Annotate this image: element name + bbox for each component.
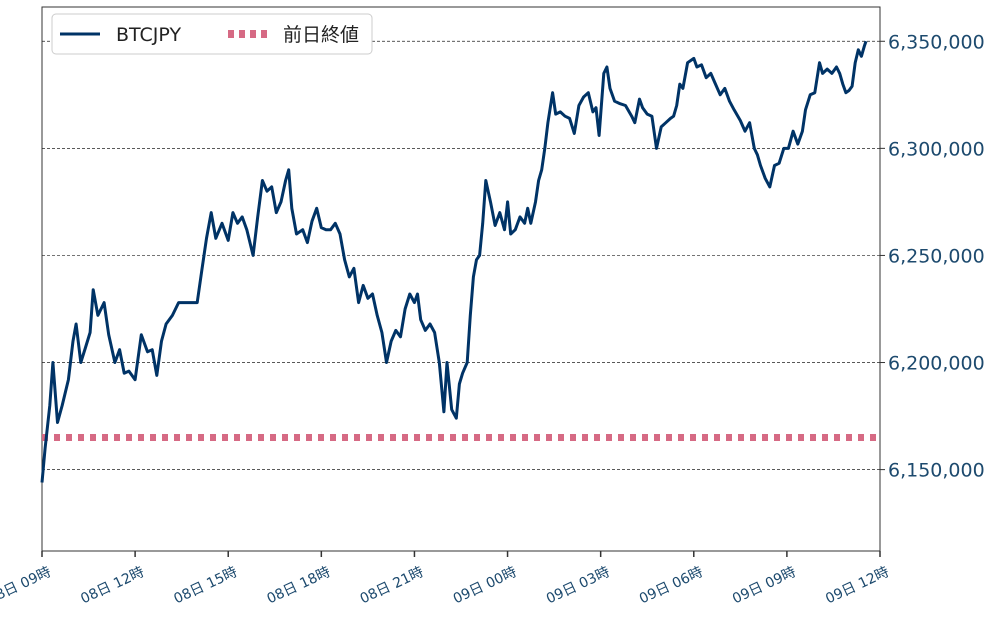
x-axis-ticks: 08日 09時 08日 12時 08日 15時 08日 18時 08日 21時 09日 0… <box>0 551 892 607</box>
plot-frame <box>41 6 881 552</box>
x-tick-label: 08日 21時 <box>358 564 426 607</box>
legend: BTCJPY 前日終値 <box>51 13 373 55</box>
y-tick-label: 6,350,000 <box>888 31 985 53</box>
x-tick-label: 08日 12時 <box>78 564 146 607</box>
y-tick-label: 6,250,000 <box>888 245 985 267</box>
legend-label-prev-close: 前日終値 <box>283 24 359 46</box>
x-tick-label: 08日 15時 <box>171 564 239 607</box>
legend-box <box>51 13 373 55</box>
x-tick-label: 09日 09時 <box>730 564 798 607</box>
y-tick-label: 6,150,000 <box>888 460 985 482</box>
x-tick-label: 08日 09時 <box>0 564 54 607</box>
x-tick-label: 08日 18時 <box>265 564 333 607</box>
x-tick-label: 09日 12時 <box>823 564 891 607</box>
series-group <box>40 40 880 483</box>
y-tick-label: 6,300,000 <box>888 138 985 160</box>
grid-lines <box>42 40 880 470</box>
x-tick-label: 09日 03時 <box>544 564 612 607</box>
y-tick-label: 6,200,000 <box>888 353 985 375</box>
y-axis-ticks: 6,150,000 6,200,000 6,250,000 6,300,000 6,35… <box>880 31 985 482</box>
series-line-btcjpy <box>40 40 868 483</box>
legend-label-btcjpy: BTCJPY <box>116 24 181 46</box>
x-tick-label: 09日 06時 <box>637 564 705 607</box>
x-tick-label: 09日 00時 <box>451 564 519 607</box>
